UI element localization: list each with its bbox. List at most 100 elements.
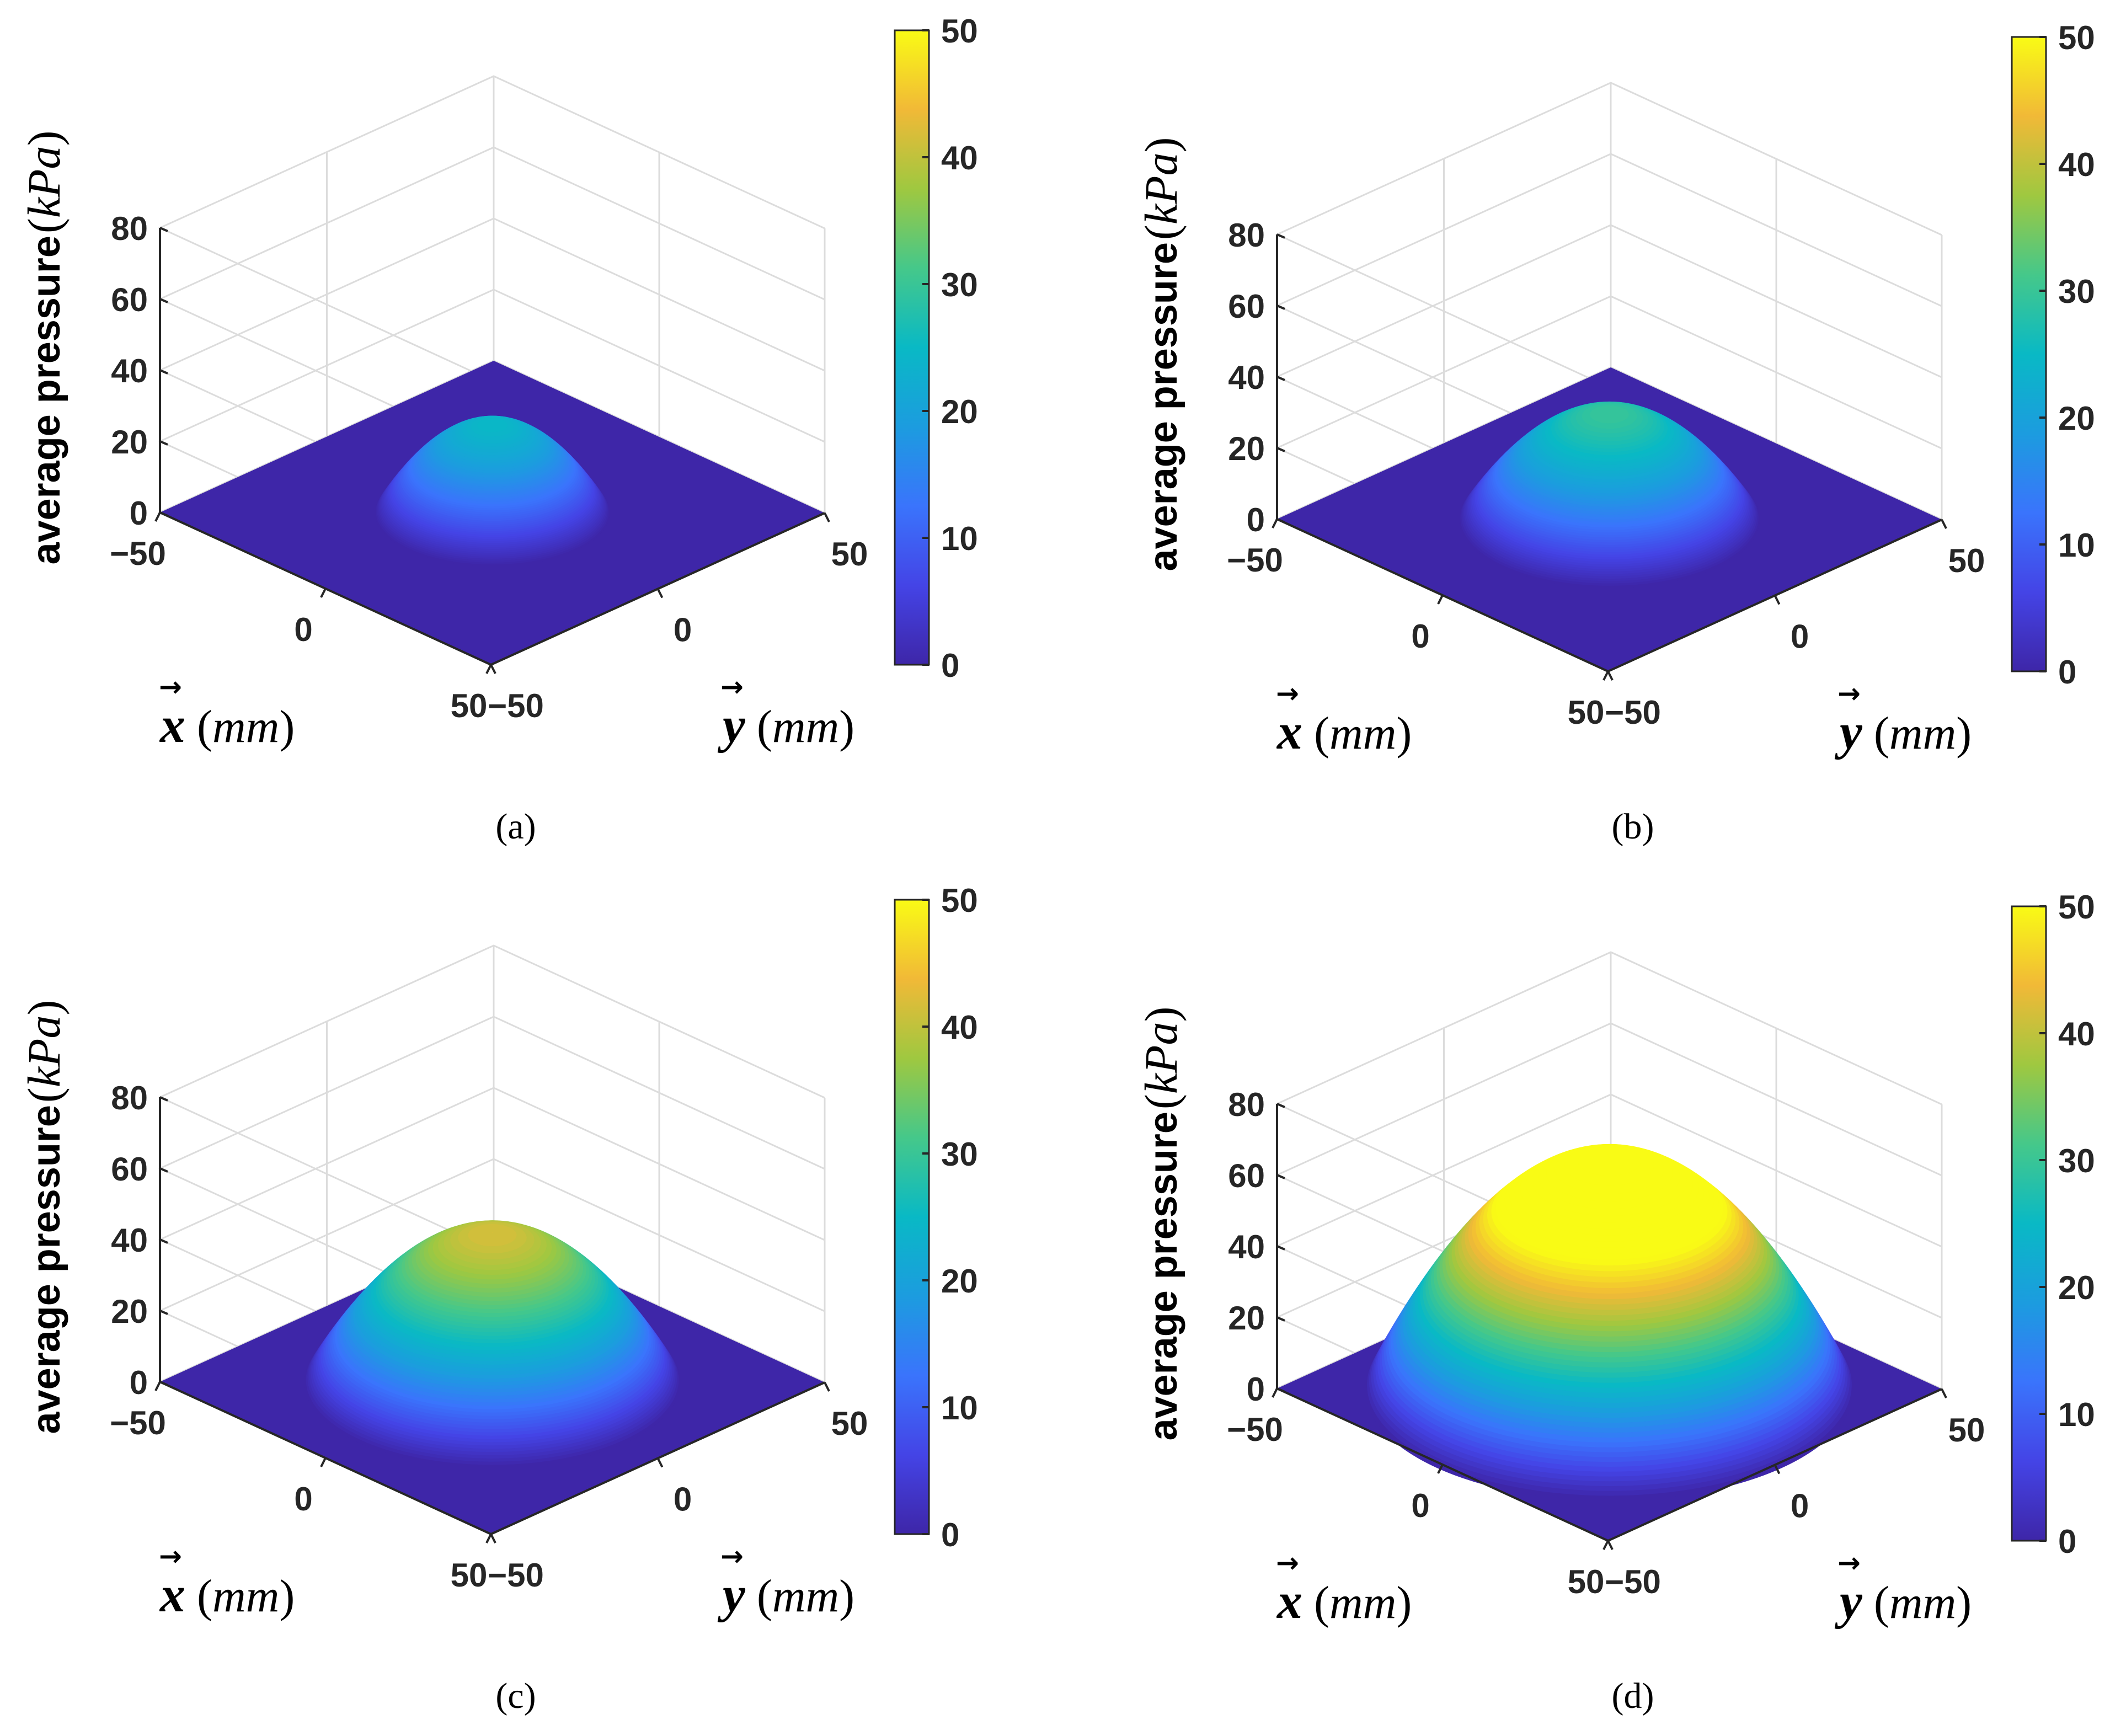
x-tick	[485, 664, 492, 674]
z-tick-label: 20	[111, 424, 148, 461]
z-axis-label: average pressure (kPa)	[19, 131, 70, 565]
z-tick-label: 80	[111, 210, 148, 247]
x-tick-label: 0	[294, 611, 312, 648]
colorbar-tick-label: 20	[2058, 400, 2095, 437]
colorbar-tick-label: 0	[941, 1516, 959, 1553]
x-tick	[485, 1534, 492, 1543]
x-axis-label: x (mm)	[1276, 703, 1412, 760]
caption: (c)	[495, 1676, 536, 1716]
z-tick	[159, 369, 168, 375]
colorbar-tick-label: 0	[941, 647, 959, 684]
pressure-surface	[1459, 401, 1760, 589]
colorbar-tick-label: 50	[2058, 889, 2095, 926]
z-tick-label: 80	[1228, 1086, 1265, 1123]
z-tick	[159, 298, 168, 303]
z-tick	[159, 511, 168, 517]
y-tick-labels: −50 0 50	[1605, 519, 1985, 731]
y-arrow: →	[720, 1540, 744, 1572]
z-tick	[1276, 1387, 1285, 1393]
surface-band	[1578, 1147, 1641, 1176]
z-tick-label: 0	[130, 495, 148, 532]
z-tick-labels: 0 20 40 60 80	[1228, 217, 1285, 538]
y-tick	[824, 1382, 830, 1392]
caption: (b)	[1612, 806, 1654, 847]
x-tick-label: 50	[451, 687, 488, 724]
caption: (a)	[495, 806, 536, 847]
colorbar-tick-label: 20	[941, 1263, 978, 1300]
colorbar-tick-label: 30	[2058, 1142, 2095, 1179]
colorbar-tick-label: 50	[941, 13, 978, 50]
y-axis-label: y (mm)	[1834, 703, 1972, 760]
surface-band	[468, 1224, 517, 1247]
z-tick-label: 20	[1228, 1300, 1265, 1337]
colorbar: 0 10 20 30 40 50	[2011, 19, 2095, 691]
surface-band	[492, 1232, 493, 1233]
x-tick-label: −50	[1227, 1411, 1283, 1448]
z-axis-label: average pressure (kPa)	[1136, 1007, 1187, 1441]
colorbar-tick-label: 10	[2058, 527, 2095, 564]
x-tick	[1272, 519, 1278, 528]
y-tick	[1607, 1540, 1614, 1550]
y-arrow: →	[1837, 1547, 1861, 1579]
panel-b: 0 20 40 60 80 −50 0 50 −50 0 50 average pressure…	[1136, 19, 2095, 847]
x-axis-label: x (mm)	[1276, 1573, 1412, 1629]
y-tick-label: 50	[831, 536, 868, 573]
colorbar-tick-label: 50	[2058, 19, 2095, 56]
y-tick-label: 0	[1791, 1488, 1809, 1525]
colorbar-tick-label: 40	[941, 140, 978, 177]
surface-band	[1590, 405, 1629, 424]
z-tick-label: 60	[111, 1151, 148, 1188]
z-tick	[1276, 233, 1285, 239]
x-tick-label: −50	[1227, 542, 1283, 579]
z-tick-label: 60	[1228, 1157, 1265, 1194]
colorbar-tick-label: 30	[941, 1136, 978, 1173]
y-tick-label: 50	[1948, 542, 1985, 579]
svg-text:average pressure (kPa: average pressure (kPa)	[1136, 137, 1187, 571]
y-tick-label: 50	[831, 1405, 868, 1442]
x-tick-label: 50	[451, 1557, 488, 1594]
z-tick-label: 20	[111, 1293, 148, 1330]
z-tick	[159, 1096, 168, 1102]
x-tick-labels: −50 0 50	[110, 512, 492, 724]
svg-text:average pressure (kPa: average pressure (kPa)	[19, 131, 70, 565]
z-tick-label: 60	[111, 281, 148, 318]
z-axis-label: average pressure (kPa)	[19, 1000, 70, 1434]
z-tick	[159, 1310, 168, 1315]
svg-text:average pressure (kPa: average pressure (kPa)	[1136, 1007, 1187, 1441]
x-tick	[154, 512, 161, 522]
pressure-surface	[375, 415, 610, 567]
x-tick	[1437, 1464, 1444, 1474]
colorbar-tick-label: 50	[941, 882, 978, 919]
x-tick-label: −50	[110, 1404, 166, 1441]
z-tick-label: 40	[111, 1222, 148, 1259]
z-tick	[1276, 305, 1285, 310]
z-tick	[159, 1381, 168, 1386]
z-tick-label: 0	[1247, 501, 1265, 538]
x-arrow: →	[1276, 677, 1299, 709]
z-tick-label: 60	[1228, 288, 1265, 325]
x-tick	[1437, 595, 1444, 605]
z-tick	[1276, 1316, 1285, 1322]
z-tick	[1276, 518, 1285, 524]
colorbar-tick-label: 20	[2058, 1269, 2095, 1306]
x-tick-labels: −50 0 50	[1227, 519, 1609, 731]
x-arrow: →	[159, 671, 182, 703]
z-tick-label: 0	[130, 1364, 148, 1401]
x-tick-label: 0	[1411, 1487, 1429, 1524]
colorbar-gradient	[2011, 905, 2047, 1542]
z-tick	[159, 1167, 168, 1173]
colorbar-tick-label: 40	[941, 1009, 978, 1046]
pressure-surface	[1365, 1144, 1854, 1501]
y-tick	[1941, 519, 1947, 529]
z-tick-labels: 0 20 40 60 80	[111, 1080, 168, 1401]
colorbar-gradient	[2011, 36, 2047, 672]
caption: (d)	[1612, 1676, 1654, 1716]
z-tick-label: 40	[1228, 1228, 1265, 1265]
colorbar-tick-label: 10	[2058, 1396, 2095, 1433]
y-arrow: →	[1837, 677, 1861, 709]
colorbar: 0 10 20 30 40 50	[894, 882, 978, 1553]
z-tick-label: 40	[111, 352, 148, 389]
